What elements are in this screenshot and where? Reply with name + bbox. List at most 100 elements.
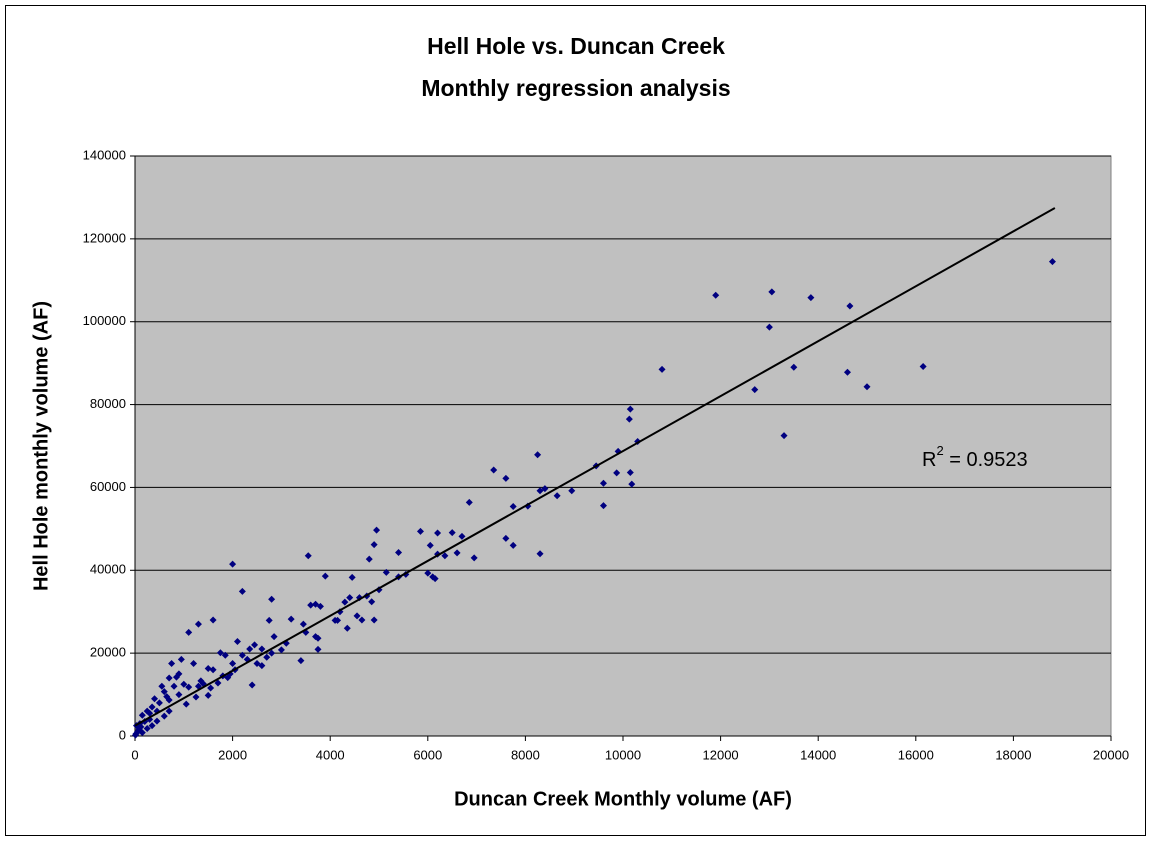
- y-tick-label: 20000: [90, 645, 126, 660]
- point: [160, 688, 168, 696]
- point: [807, 294, 815, 302]
- point: [197, 677, 205, 685]
- point: [768, 288, 776, 296]
- point: [536, 487, 544, 495]
- x-tick-label: 12000: [703, 747, 739, 762]
- point: [599, 502, 607, 510]
- point: [373, 526, 381, 534]
- x-tick-label: 2000: [218, 747, 247, 762]
- point: [307, 601, 315, 609]
- point: [314, 645, 322, 653]
- point: [321, 572, 329, 580]
- point: [470, 554, 478, 562]
- point: [148, 703, 156, 711]
- r-squared-annotation: R2 = 0.9523: [922, 443, 1028, 471]
- point: [790, 363, 798, 371]
- point: [846, 302, 854, 310]
- point: [780, 432, 788, 440]
- point: [221, 651, 229, 659]
- x-tick-label: 6000: [413, 747, 442, 762]
- point: [765, 323, 773, 331]
- trendline: [134, 207, 1056, 727]
- point: [153, 717, 161, 725]
- point: [204, 691, 212, 699]
- point: [268, 595, 276, 603]
- x-tick-label: 10000: [605, 747, 641, 762]
- point: [185, 628, 193, 636]
- point: [434, 529, 442, 537]
- point: [453, 549, 461, 557]
- point: [368, 598, 376, 606]
- point: [465, 498, 473, 506]
- point: [536, 550, 544, 558]
- point: [207, 684, 215, 692]
- point: [287, 615, 295, 623]
- point: [509, 541, 517, 549]
- point: [502, 474, 510, 482]
- point: [534, 451, 542, 459]
- point: [343, 624, 351, 632]
- point: [251, 641, 259, 649]
- point: [209, 616, 217, 624]
- x-tick-label: 8000: [511, 747, 540, 762]
- point: [229, 560, 237, 568]
- point: [258, 662, 266, 670]
- point: [843, 368, 851, 376]
- chart-title: Hell Hole vs. Duncan Creek: [427, 33, 725, 59]
- y-tick-label: 0: [119, 727, 126, 742]
- y-tick-label: 40000: [90, 562, 126, 577]
- point: [346, 594, 354, 602]
- annotation-text: = 0.9523: [944, 449, 1028, 471]
- point: [155, 699, 163, 707]
- point: [297, 657, 305, 665]
- point: [613, 469, 621, 477]
- chart-subtitle: Monthly regression analysis: [421, 75, 730, 101]
- point: [246, 645, 254, 653]
- point: [185, 683, 193, 691]
- y-tick-label: 140000: [83, 147, 126, 162]
- point: [509, 502, 517, 510]
- point: [148, 722, 156, 730]
- point: [751, 386, 759, 394]
- point: [175, 691, 183, 699]
- point: [712, 291, 720, 299]
- point: [299, 620, 307, 628]
- point: [165, 696, 173, 704]
- point: [180, 680, 188, 688]
- point: [238, 651, 246, 659]
- point: [238, 587, 246, 595]
- point: [131, 731, 139, 739]
- y-tick-label: 60000: [90, 479, 126, 494]
- point: [426, 541, 434, 549]
- point: [138, 729, 146, 737]
- x-tick-label: 4000: [316, 747, 345, 762]
- point: [143, 725, 151, 733]
- point: [277, 646, 285, 654]
- point: [599, 479, 607, 487]
- point: [331, 616, 339, 624]
- point: [312, 633, 320, 641]
- point: [353, 612, 361, 620]
- point: [143, 707, 151, 715]
- point: [348, 573, 356, 581]
- point: [233, 638, 241, 646]
- point: [258, 645, 266, 653]
- point: [170, 682, 178, 690]
- point: [553, 492, 561, 500]
- plot-area: [134, 155, 1112, 737]
- y-tick-label: 80000: [90, 396, 126, 411]
- point: [268, 649, 276, 657]
- point: [863, 383, 871, 391]
- point: [458, 532, 466, 540]
- point: [658, 365, 666, 373]
- point: [229, 660, 237, 667]
- point: [165, 707, 173, 715]
- point: [370, 616, 378, 624]
- point: [304, 552, 312, 560]
- point: [568, 487, 576, 495]
- point: [214, 679, 222, 687]
- point: [448, 529, 456, 537]
- point: [216, 649, 224, 657]
- annotation-base: R: [922, 449, 936, 471]
- x-tick-label: 14000: [800, 747, 836, 762]
